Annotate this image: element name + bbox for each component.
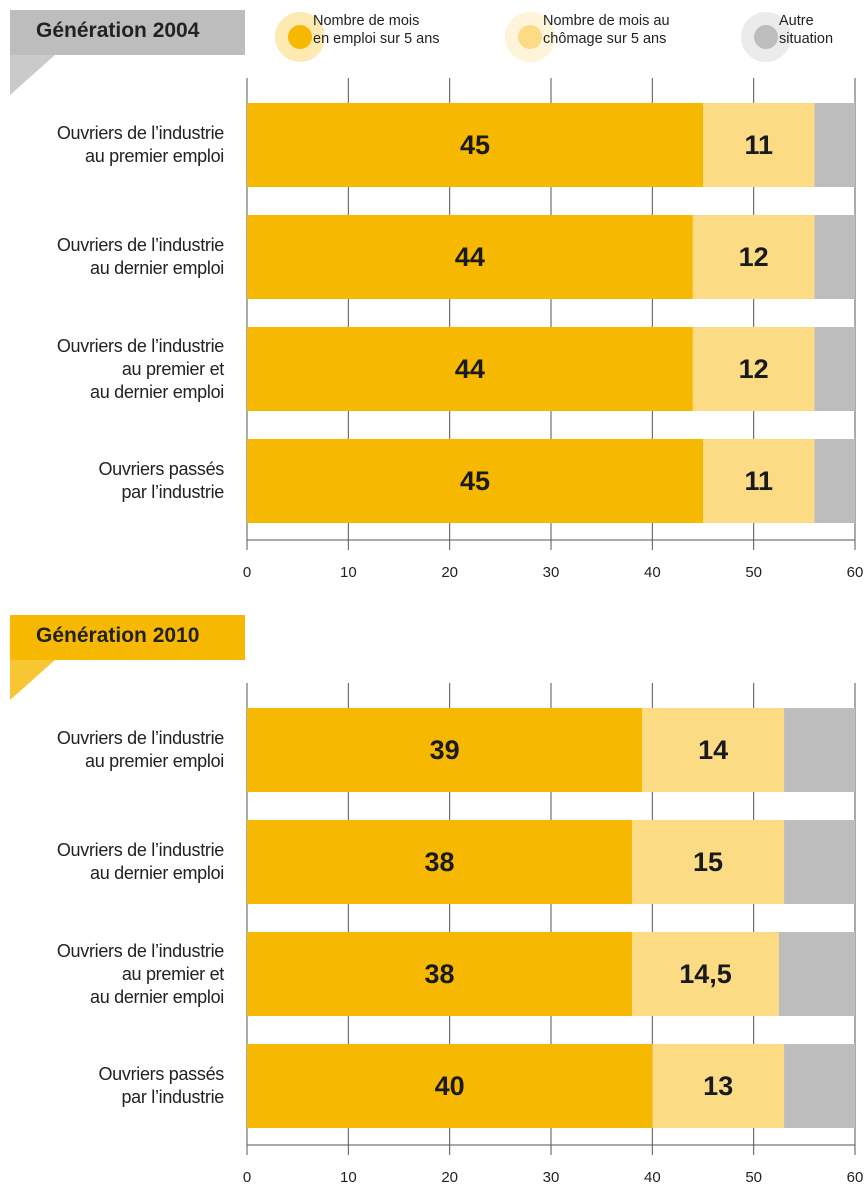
value-label: 12 xyxy=(739,242,769,272)
x-tick-label: 20 xyxy=(441,564,458,581)
value-label: 12 xyxy=(739,354,769,384)
category-label: Ouvriers de l’industrie au premier emplo… xyxy=(56,728,224,771)
bar-segment xyxy=(632,932,779,1016)
bar-segment xyxy=(814,327,855,411)
category-label: Ouvriers passés par l’industrie xyxy=(98,459,224,502)
bar-segment xyxy=(784,820,855,904)
legend-label: Nombre de mois en emploi sur 5 ans xyxy=(313,13,440,47)
x-tick-label: 60 xyxy=(847,1169,864,1184)
bar-segment xyxy=(692,327,815,411)
value-label: 44 xyxy=(455,242,485,272)
chart-title: Génération 2004 xyxy=(36,19,200,42)
bar-segment xyxy=(814,439,855,523)
x-tick-label: 10 xyxy=(340,564,357,581)
bar-segment xyxy=(784,708,855,792)
bar-segment xyxy=(814,103,855,187)
bar-segment xyxy=(784,1044,855,1128)
x-tick-label: 30 xyxy=(543,1169,560,1184)
value-label: 14,5 xyxy=(679,959,732,989)
bar-segment xyxy=(642,708,785,792)
category-label: Ouvriers de l’industrie au premier emplo… xyxy=(56,123,224,166)
bar-segment xyxy=(247,327,693,411)
legend-swatch xyxy=(518,25,542,49)
value-label: 14 xyxy=(698,735,728,765)
value-label: 40 xyxy=(435,1071,465,1101)
bar-segment xyxy=(703,439,815,523)
x-tick-label: 0 xyxy=(243,1169,251,1184)
header-box xyxy=(10,615,245,660)
bar-segment xyxy=(703,103,815,187)
x-tick-label: 30 xyxy=(543,564,560,581)
bar-segment xyxy=(652,1044,785,1128)
chart-title: Génération 2010 xyxy=(36,624,200,647)
value-label: 45 xyxy=(460,466,490,496)
value-label: 15 xyxy=(693,847,723,877)
x-tick-label: 60 xyxy=(847,564,864,581)
x-tick-label: 20 xyxy=(441,1169,458,1184)
x-tick-label: 0 xyxy=(243,564,251,581)
legend-label: Nombre de mois au chômage sur 5 ans xyxy=(543,13,670,47)
x-tick-label: 40 xyxy=(644,564,661,581)
bar-segment xyxy=(247,820,633,904)
x-tick-label: 50 xyxy=(745,564,762,581)
value-label: 11 xyxy=(744,130,773,160)
bar-segment xyxy=(247,932,633,1016)
value-label: 38 xyxy=(425,847,455,877)
header-box xyxy=(10,10,245,55)
x-tick-label: 10 xyxy=(340,1169,357,1184)
value-label: 11 xyxy=(744,466,773,496)
category-label: Ouvriers de l’industrie au dernier emplo… xyxy=(56,235,224,278)
category-label: Ouvriers de l’industrie au dernier emplo… xyxy=(56,840,224,883)
bar-segment xyxy=(814,215,855,299)
category-label: Ouvriers de l’industrie au premier et au… xyxy=(56,940,224,1007)
value-label: 44 xyxy=(455,354,485,384)
header-fold xyxy=(10,55,55,95)
header-fold xyxy=(10,660,55,700)
value-label: 45 xyxy=(460,130,490,160)
bar-segment xyxy=(692,215,815,299)
value-label: 38 xyxy=(425,959,455,989)
value-label: 13 xyxy=(703,1071,733,1101)
bar-segment xyxy=(779,932,855,1016)
bar-segment xyxy=(247,215,693,299)
value-label: 39 xyxy=(430,735,460,765)
legend-swatch xyxy=(754,25,778,49)
x-tick-label: 50 xyxy=(745,1169,762,1184)
x-tick-label: 40 xyxy=(644,1169,661,1184)
category-label: Ouvriers de l’industrie au premier et au… xyxy=(56,335,224,402)
legend-swatch xyxy=(288,25,312,49)
legend-label: Autre situation xyxy=(779,13,834,47)
bar-segment xyxy=(247,439,703,523)
bar-segment xyxy=(247,1044,653,1128)
bar-segment xyxy=(247,708,643,792)
category-label: Ouvriers passés par l’industrie xyxy=(98,1064,224,1107)
bar-segment xyxy=(632,820,785,904)
bar-segment xyxy=(247,103,703,187)
